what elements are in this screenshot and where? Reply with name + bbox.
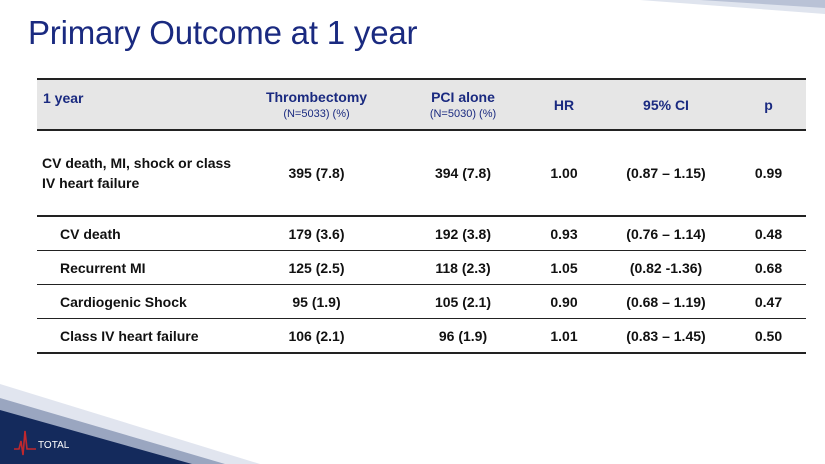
row-label: CV death, MI, shock or class IV heart fa… (37, 130, 234, 217)
cell-pci: 105 (2.1) (399, 284, 527, 319)
cell-thrombectomy: 106 (2.1) (234, 318, 399, 354)
table-header-row: 1 year Thrombectomy (N=5033) (%) PCI alo… (37, 78, 806, 131)
cell-thrombectomy: 95 (1.9) (234, 284, 399, 319)
logo-text: TOTAL (38, 440, 70, 451)
row-label: Cardiogenic Shock (37, 284, 234, 319)
header-thrombectomy-label: Thrombectomy (265, 89, 368, 105)
cell-hr: 1.05 (527, 250, 601, 285)
cell-ci: (0.82 -1.36) (601, 250, 731, 285)
cell-ci: (0.76 – 1.14) (601, 216, 731, 251)
header-thrombectomy-n: (N=5033) (%) (283, 108, 350, 120)
cell-p: 0.47 (731, 284, 806, 319)
cell-thrombectomy: 125 (2.5) (234, 250, 399, 285)
cell-p: 0.99 (731, 130, 806, 217)
cell-p: 0.50 (731, 318, 806, 354)
row-label: CV death (37, 216, 234, 251)
top-right-decoration (640, 0, 825, 14)
cell-p: 0.68 (731, 250, 806, 285)
header-pci-n: (N=5030) (%) (429, 108, 497, 120)
cell-thrombectomy: 395 (7.8) (234, 130, 399, 217)
cell-ci: (0.68 – 1.19) (601, 284, 731, 319)
cell-pci: 118 (2.3) (399, 250, 527, 285)
header-ci: 95% CI (601, 78, 731, 131)
cell-hr: 1.01 (527, 318, 601, 354)
cell-hr: 1.00 (527, 130, 601, 217)
header-pci-label: PCI alone (431, 89, 495, 105)
cell-ci: (0.87 – 1.15) (601, 130, 731, 217)
header-p: p (731, 78, 806, 131)
header-hr: HR (527, 78, 601, 131)
cell-ci: (0.83 – 1.45) (601, 318, 731, 354)
table-row-cv-death: CV death 179 (3.6) 192 (3.8) 0.93 (0.76 … (37, 216, 806, 251)
table-row-primary-outcome: CV death, MI, shock or class IV heart fa… (37, 130, 806, 217)
cell-hr: 0.90 (527, 284, 601, 319)
header-thrombectomy: Thrombectomy (N=5033) (%) (234, 78, 399, 131)
cell-pci: 394 (7.8) (399, 130, 527, 217)
row-label: Recurrent MI (37, 250, 234, 285)
cell-pci: 192 (3.8) (399, 216, 527, 251)
table-row-cardiogenic-shock: Cardiogenic Shock 95 (1.9) 105 (2.1) 0.9… (37, 284, 806, 319)
header-pci-alone: PCI alone (N=5030) (%) (399, 78, 527, 131)
cell-p: 0.48 (731, 216, 806, 251)
table-row-recurrent-mi: Recurrent MI 125 (2.5) 118 (2.3) 1.05 (0… (37, 250, 806, 285)
header-period: 1 year (37, 78, 234, 131)
cell-hr: 0.93 (527, 216, 601, 251)
cell-thrombectomy: 179 (3.6) (234, 216, 399, 251)
bottom-left-decoration (0, 384, 260, 464)
slide-title: Primary Outcome at 1 year (28, 14, 418, 51)
outcome-table: 1 year Thrombectomy (N=5033) (%) PCI alo… (37, 78, 806, 354)
ecg-logo-icon (14, 430, 36, 456)
cell-pci: 96 (1.9) (399, 318, 527, 354)
table-row-class-iv-heart-failure: Class IV heart failure 106 (2.1) 96 (1.9… (37, 318, 806, 354)
row-label: Class IV heart failure (37, 318, 234, 354)
